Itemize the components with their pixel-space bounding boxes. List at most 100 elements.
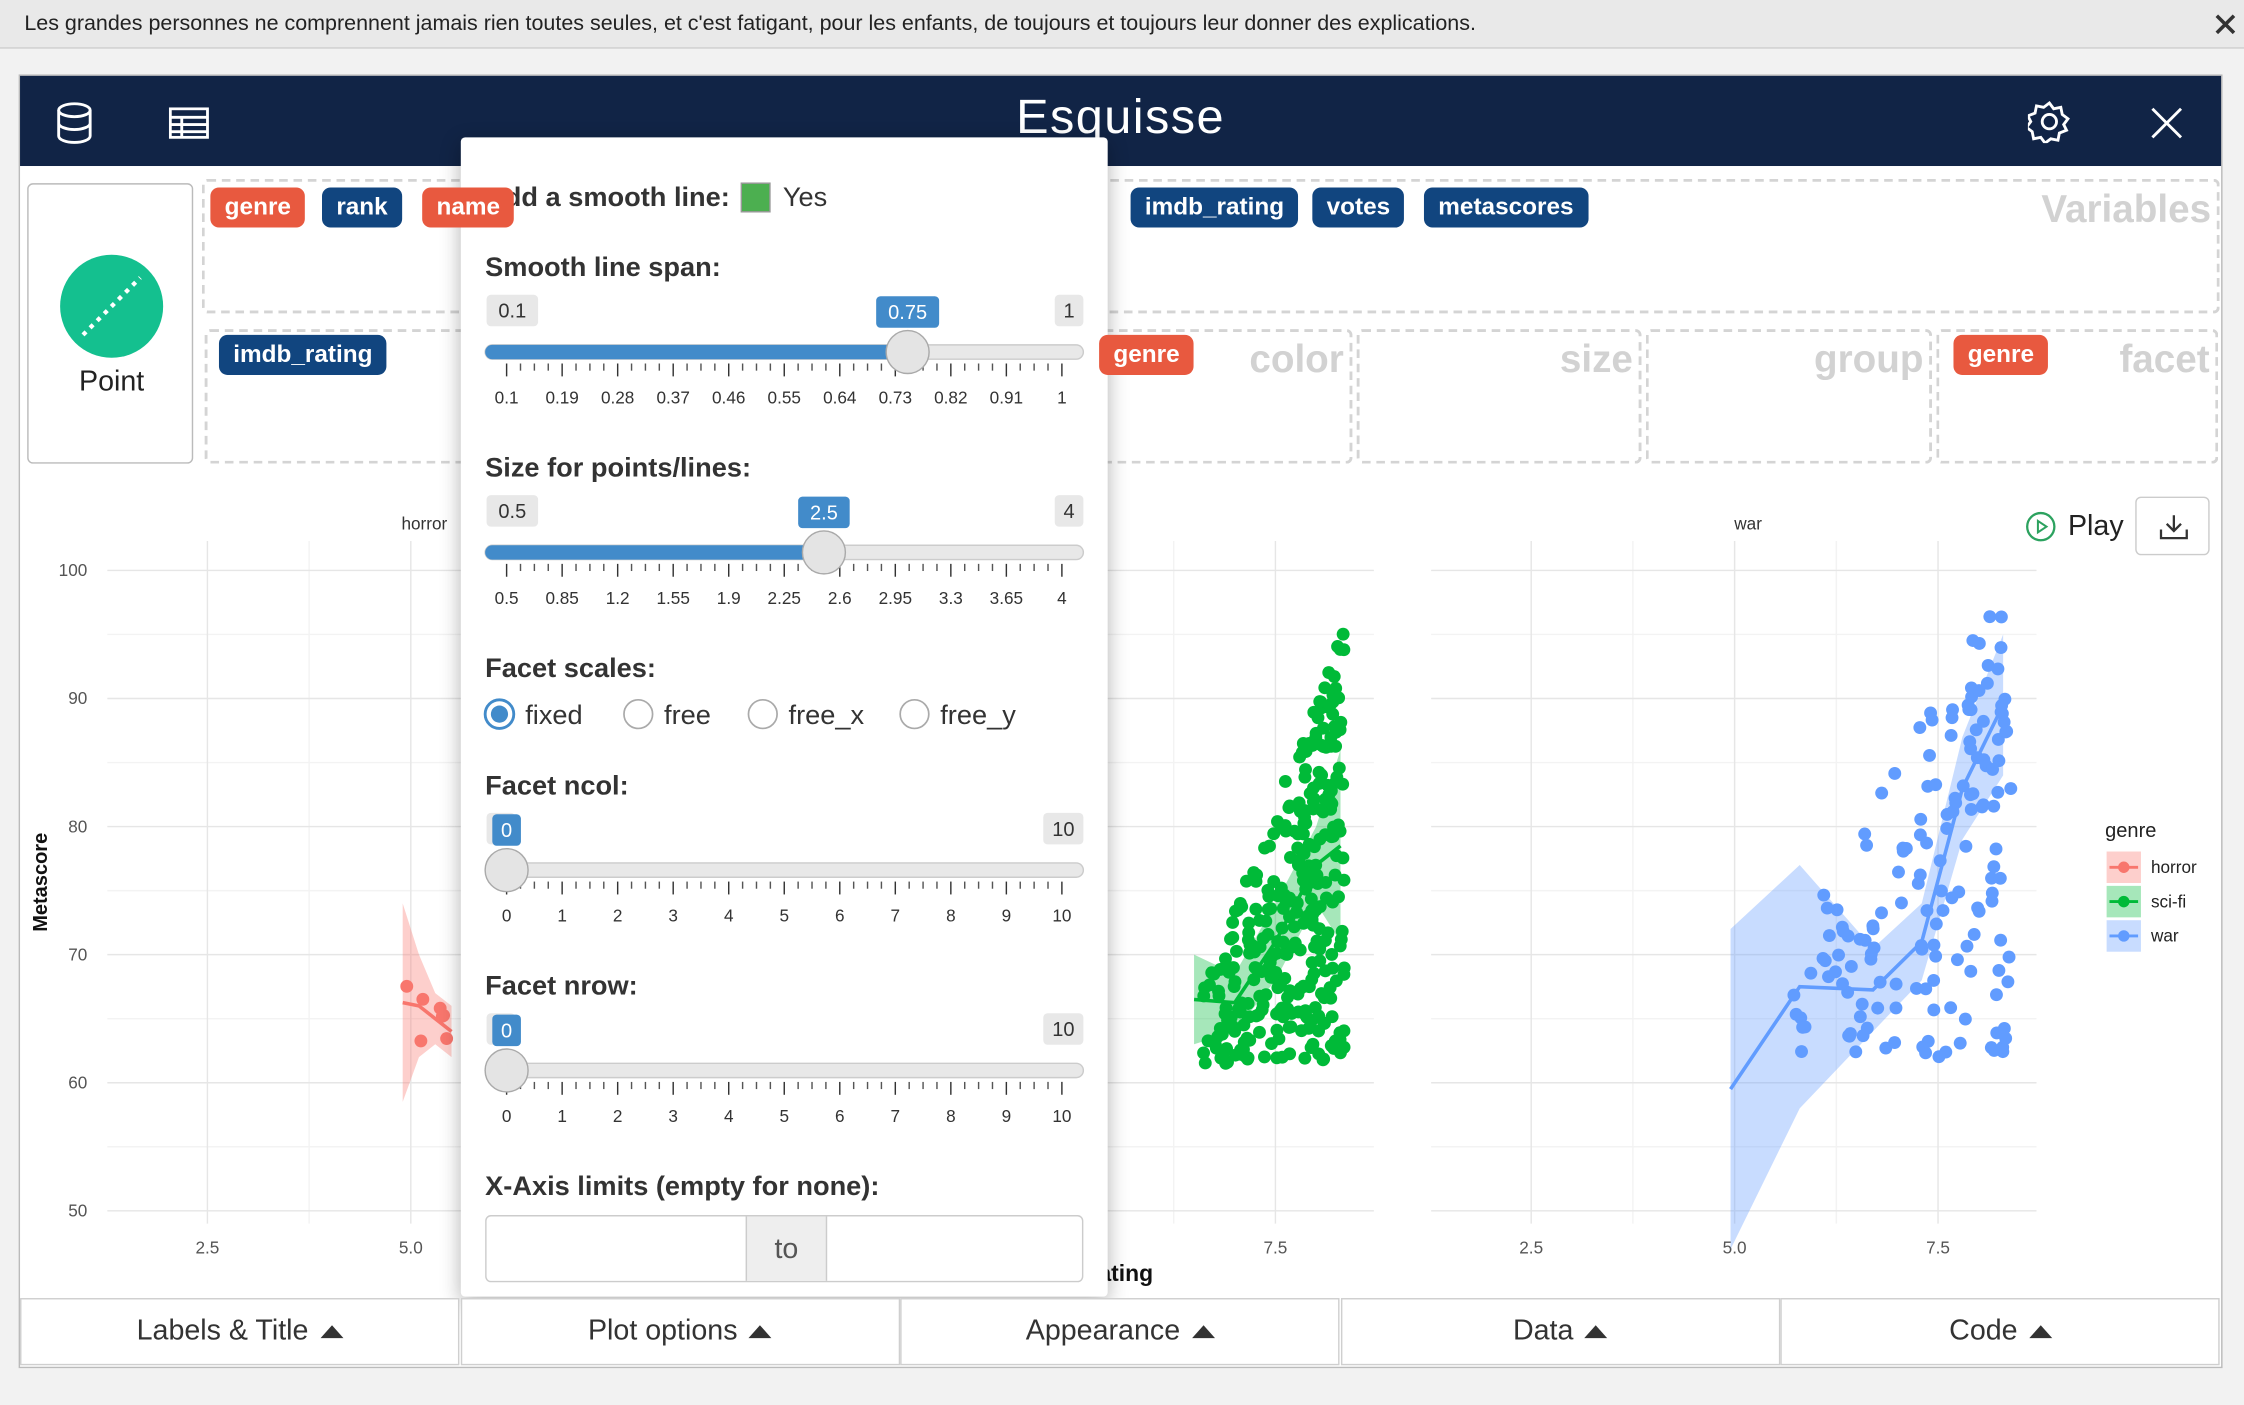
bottom-tab[interactable]: Labels & Title	[20, 1298, 460, 1366]
option-label: Facet scales:	[485, 652, 656, 683]
bottom-tab[interactable]: Code	[1780, 1298, 2221, 1366]
smooth-line	[1729, 704, 2005, 1091]
xlimits-input: to	[485, 1215, 1084, 1283]
slider-handle[interactable]	[801, 530, 847, 575]
scatter-point	[1276, 935, 1290, 949]
scatter-point	[1977, 753, 1991, 767]
xlim-max-input[interactable]	[827, 1216, 1082, 1280]
scatter-point	[1318, 964, 1332, 978]
option-label: Facet ncol:	[485, 769, 629, 800]
bottom-tab[interactable]: Data	[1340, 1298, 1781, 1366]
scatter-point	[1239, 874, 1253, 888]
scatter-point	[1895, 896, 1908, 910]
scatter-point	[1311, 711, 1325, 725]
radio[interactable]	[623, 698, 654, 730]
radio[interactable]	[747, 698, 778, 730]
database-icon[interactable]	[54, 102, 94, 145]
settings-icon[interactable]	[2027, 100, 2071, 144]
radio[interactable]	[899, 698, 930, 730]
radio-label: free_y	[940, 699, 1016, 730]
variable-chip[interactable]: metascores	[1423, 187, 1588, 228]
scatter-point	[1249, 902, 1263, 916]
scatter-point	[1976, 714, 1990, 728]
scatter-point	[1992, 963, 2006, 977]
variable-chip[interactable]: name	[422, 187, 515, 228]
play-button[interactable]: Play	[2025, 508, 2124, 545]
slider-tick-label: 2	[613, 906, 623, 926]
variable-chip[interactable]: rank	[322, 187, 403, 228]
popup-controls: Add a smooth line: Yes Smooth line span: 0.…	[483, 181, 1085, 1201]
slider-handle[interactable]	[484, 847, 529, 893]
close-icon[interactable]	[2151, 107, 2183, 139]
scatter-point	[1242, 916, 1256, 930]
scatter-point	[1197, 989, 1211, 1003]
scatter-point	[1219, 952, 1232, 966]
scatter-point	[1327, 820, 1340, 834]
download-icon	[2159, 515, 2188, 540]
scatter-point	[1910, 982, 1923, 995]
slider-handle[interactable]	[484, 1048, 529, 1093]
scatter-point	[1327, 670, 1341, 683]
scatter-point	[1952, 885, 1966, 899]
zone-chip[interactable]: genre	[1953, 334, 2049, 375]
geom-button[interactable]: Point	[27, 183, 194, 464]
slider-max: 10	[1052, 1019, 1074, 1041]
legend-key-point	[2118, 930, 2130, 942]
slider-tick-label: 0.19	[545, 388, 578, 408]
scatter-point	[1298, 1004, 1312, 1018]
scatter-point	[1243, 1033, 1257, 1047]
scatter-point	[1853, 1010, 1867, 1024]
slider-track	[484, 1062, 1085, 1079]
slider-tick-label: 8	[946, 1106, 956, 1126]
scatter-point	[414, 1034, 428, 1048]
variable-chip[interactable]: genre	[210, 187, 306, 228]
scatter-point	[1235, 996, 1249, 1010]
y-tick-label: 90	[68, 688, 87, 708]
slider-handle[interactable]	[885, 329, 930, 375]
slider-tick-label: 2.25	[768, 588, 801, 608]
scatter-point	[1843, 1029, 1857, 1043]
slider-tick-label: 2.95	[879, 588, 912, 608]
slider-value-box	[876, 296, 940, 328]
scatter-point	[1873, 975, 1887, 989]
download-button[interactable]	[2135, 496, 2210, 556]
scatter-point	[1332, 761, 1346, 775]
scatter-point	[1855, 997, 1869, 1011]
variable-chip[interactable]: votes	[1312, 187, 1405, 228]
caret	[1191, 1325, 1215, 1339]
smooth-checkbox[interactable]	[740, 182, 771, 213]
color-zone: color	[1070, 329, 1353, 464]
scatter-point	[1981, 658, 1995, 672]
zone-chip[interactable]: genre	[1099, 334, 1194, 375]
zone-chip[interactable]: imdb_rating	[218, 334, 387, 375]
scatter-point	[1331, 640, 1345, 653]
slider-tick-label: 0.64	[823, 388, 857, 408]
table-icon[interactable]	[168, 107, 209, 139]
scatter-point	[1787, 988, 1801, 1002]
scatter-point	[1309, 726, 1323, 740]
caret	[2029, 1325, 2052, 1339]
slider-max-box	[1043, 1013, 1084, 1045]
scatter-point	[1972, 904, 1986, 918]
scatter-point	[2004, 782, 2018, 796]
close-banner[interactable]	[2215, 14, 2236, 35]
y-tick-label: 50	[68, 1201, 87, 1221]
slider-tick-label: 1	[557, 906, 567, 926]
variable-chip[interactable]: imdb_rating	[1130, 187, 1299, 228]
x-tick-label: 5.0	[399, 1238, 423, 1258]
scatter-point	[1966, 634, 1980, 647]
scatter-point	[1227, 980, 1241, 993]
scatter-point	[1230, 944, 1243, 958]
scatter-point	[1944, 1001, 1958, 1015]
bottom-tab[interactable]: Appearance	[900, 1298, 1340, 1366]
slider-max-box	[1054, 294, 1084, 327]
xlim-min-input[interactable]	[487, 1216, 746, 1280]
slider-tick-label: 7	[891, 1106, 901, 1126]
scatter-point	[1327, 720, 1341, 734]
scatter-point	[1313, 695, 1327, 709]
bottom-tab[interactable]: Plot options	[460, 1298, 900, 1366]
scatter-point	[1899, 842, 1913, 855]
scatter-point	[1889, 977, 1903, 991]
scatter-point	[1963, 735, 1977, 749]
scatter-point	[1967, 927, 1981, 941]
